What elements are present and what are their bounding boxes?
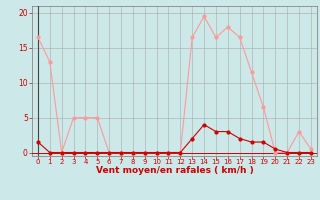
X-axis label: Vent moyen/en rafales ( km/h ): Vent moyen/en rafales ( km/h ) xyxy=(96,166,253,175)
